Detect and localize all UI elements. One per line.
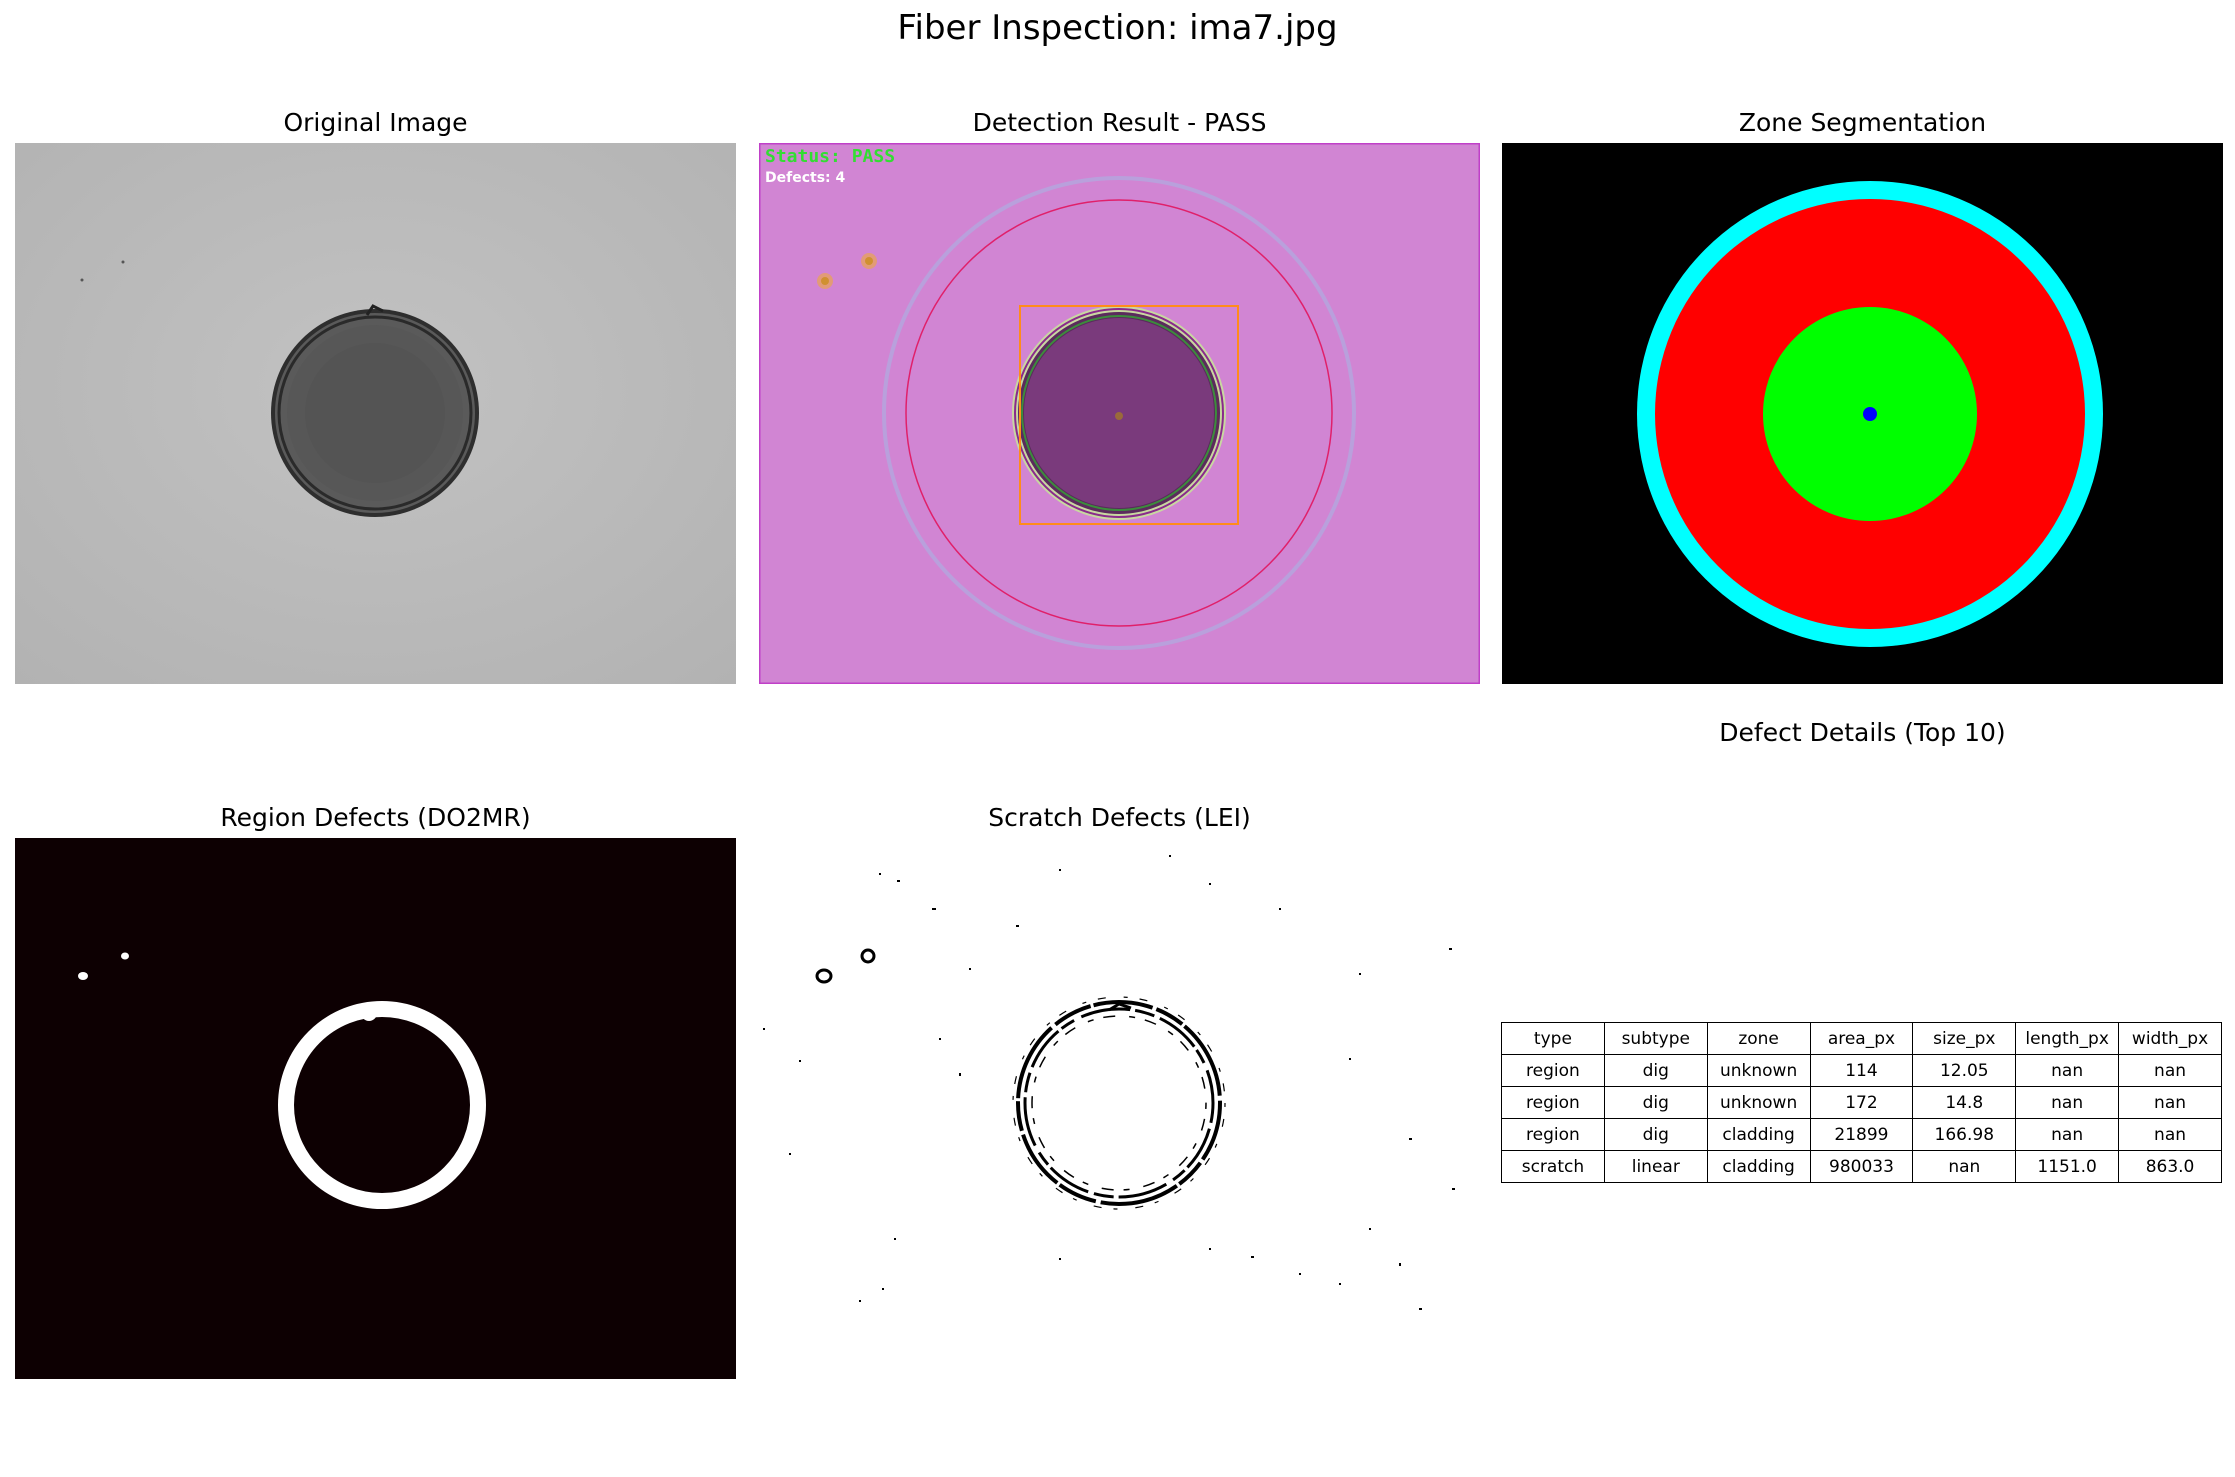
table-cell: nan [2118, 1118, 2222, 1151]
table-cell: region [1501, 1118, 1605, 1151]
column-header: subtype [1603, 1022, 1708, 1055]
column-header: area_px [1809, 1022, 1914, 1055]
table-cell: 172 [1809, 1086, 1914, 1119]
detection-status-text: Status: PASS [765, 146, 895, 167]
table-cell: cladding [1706, 1150, 1811, 1183]
table-cell: region [1501, 1086, 1605, 1119]
table-cell: 21899 [1809, 1118, 1914, 1151]
table-cell: cladding [1706, 1118, 1811, 1151]
table-cell: unknown [1706, 1086, 1811, 1119]
table-cell: nan [1912, 1150, 2017, 1183]
figure-title: Fiber Inspection: ima7.jpg [897, 8, 1338, 48]
table-cell: dig [1603, 1118, 1708, 1151]
region-defects-title: Region Defects (DO2MR) [220, 803, 531, 832]
scratch-defects-title: Scratch Defects (LEI) [988, 803, 1251, 832]
fiber-center-marker [1863, 407, 1877, 421]
column-header: width_px [2118, 1022, 2222, 1055]
detection-defects-count: Defects: 4 [765, 170, 845, 186]
table-cell: 12.05 [1912, 1054, 2017, 1087]
table-cell: 863.0 [2118, 1150, 2222, 1183]
table-row: region dig unknown 172 14.8 nan nan [1501, 1086, 2222, 1119]
table-cell: region [1501, 1054, 1605, 1087]
column-header: length_px [2015, 1022, 2120, 1055]
table-cell: dig [1603, 1086, 1708, 1119]
column-header: type [1501, 1022, 1605, 1055]
table-header-row: type subtype zone area_px size_px length… [1501, 1022, 2222, 1055]
table-cell: 980033 [1809, 1150, 1914, 1183]
scratch-defects-panel [759, 838, 1480, 1379]
table-cell: linear [1603, 1150, 1708, 1183]
original-image-title: Original Image [283, 108, 468, 137]
column-header: zone [1706, 1022, 1811, 1055]
zone-segmentation-title: Zone Segmentation [1738, 108, 1987, 137]
region-defects-panel [15, 838, 736, 1379]
zone-segmentation-panel [1502, 143, 2223, 684]
table-cell: unknown [1706, 1054, 1811, 1087]
table-cell: 1151.0 [2015, 1150, 2120, 1183]
table-cell: nan [2118, 1086, 2222, 1119]
table-cell: dig [1603, 1054, 1708, 1087]
table-cell: nan [2118, 1054, 2222, 1087]
detection-result-title: Detection Result - PASS [972, 108, 1267, 137]
original-image-panel [15, 143, 736, 684]
table-cell: nan [2015, 1118, 2120, 1151]
table-cell: scratch [1501, 1150, 1605, 1183]
column-header: size_px [1912, 1022, 2017, 1055]
table-cell: 166.98 [1912, 1118, 2017, 1151]
defect-table-title: Defect Details (Top 10) [1719, 718, 2006, 747]
table-cell: nan [2015, 1054, 2120, 1087]
table-row: region dig cladding 21899 166.98 nan nan [1501, 1118, 2222, 1151]
table-cell: 14.8 [1912, 1086, 2017, 1119]
table-row: scratch linear cladding 980033 nan 1151.… [1501, 1150, 2222, 1183]
defect-details-table: type subtype zone area_px size_px length… [1501, 1022, 2222, 1183]
table-cell: nan [2015, 1086, 2120, 1119]
table-cell: 114 [1809, 1054, 1914, 1087]
detection-result-panel: Status: PASS Defects: 4 [759, 143, 1480, 684]
table-row: region dig unknown 114 12.05 nan nan [1501, 1054, 2222, 1087]
